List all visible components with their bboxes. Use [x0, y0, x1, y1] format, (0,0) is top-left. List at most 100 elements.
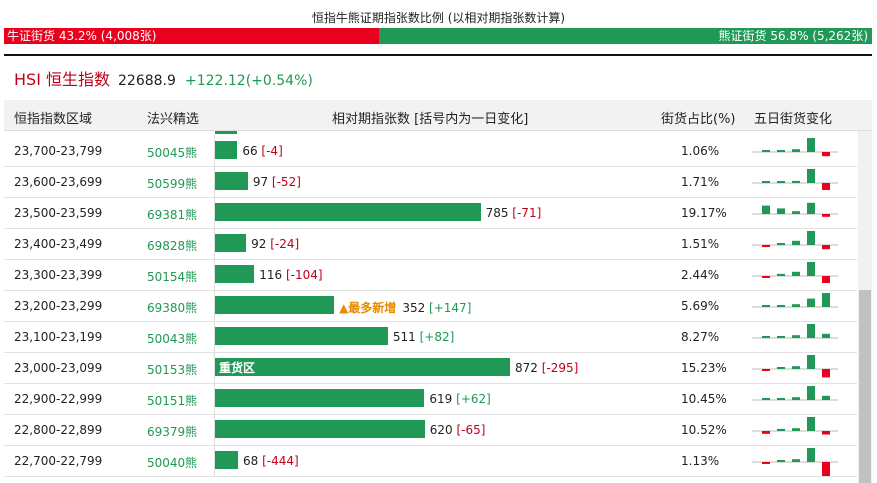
spark-bar	[792, 335, 800, 338]
contracts-bar	[215, 420, 425, 438]
daily-change: [-71]	[512, 206, 542, 220]
spark-bar	[807, 262, 815, 276]
spark-bar	[792, 240, 800, 245]
warrant-code-link[interactable]: 50599熊	[147, 177, 198, 191]
spark-bar	[792, 428, 800, 431]
table-row[interactable]: 23,600-23,699 50599熊 97 [-52] 1.71%	[4, 166, 857, 198]
table-row[interactable]: 23,500-23,599 69381熊 785 [-71] 19.17%	[4, 197, 857, 229]
share-percent: 1.13%	[681, 454, 720, 468]
share-percent: 10.52%	[681, 423, 727, 437]
contracts-bar	[215, 203, 481, 221]
contracts-value: 352	[402, 301, 426, 315]
contracts-bar	[215, 451, 238, 469]
spark-bar	[822, 183, 830, 190]
warrant-code-link[interactable]: 50045熊	[147, 146, 198, 160]
spark-bar	[792, 211, 800, 214]
five-day-change-chart	[752, 448, 838, 476]
share-percent: 1.71%	[681, 175, 720, 189]
table-row[interactable]: 22,800-22,899 69379熊 620 [-65] 10.52%	[4, 414, 857, 446]
spark-bar	[792, 271, 800, 276]
five-day-change-chart	[752, 231, 838, 250]
spark-bar	[807, 448, 815, 462]
contracts-label: 68 [-444]	[243, 454, 299, 468]
contracts-bar	[215, 296, 335, 314]
table-row[interactable]: 23,000-23,099 50153熊 重货区 872 [-295] 15.23%	[4, 352, 857, 384]
spark-bar	[822, 333, 830, 338]
table-row[interactable]: 23,700-23,799 50045熊 66 [-4] 1.06%	[4, 135, 857, 167]
spark-bar	[777, 428, 785, 431]
warrant-code-link[interactable]: 50043熊	[147, 332, 198, 346]
partial-bar	[215, 131, 237, 134]
warrant-code-link[interactable]: 69380熊	[147, 301, 198, 315]
chart-title: 恒指牛熊证期指张数比例 (以相对期指张数计算)	[311, 11, 566, 25]
zone-range: 23,700-23,799	[14, 144, 103, 158]
zone-range: 22,900-22,999	[14, 392, 103, 406]
table-row[interactable]: 23,300-23,399 50154熊 116 [-104] 2.44%	[4, 259, 857, 291]
table-header: 恒指指数区域 法兴精选 相对期指张数 [括号内为一日变化] 街货占比(%) 五日…	[4, 100, 872, 131]
column-divider	[214, 197, 215, 228]
spark-bar	[822, 276, 830, 283]
column-divider	[214, 290, 215, 321]
contracts-label: 116 [-104]	[259, 268, 322, 282]
five-day-change-chart	[752, 262, 838, 283]
table-row[interactable]: 22,700-22,799 50040熊 68 [-444] 1.13%	[4, 445, 857, 477]
zone-range: 23,600-23,699	[14, 175, 103, 189]
divider	[4, 54, 872, 56]
warrant-code-link[interactable]: 50151熊	[147, 394, 198, 408]
warrant-code-link[interactable]: 69381熊	[147, 208, 198, 222]
column-divider	[214, 321, 215, 352]
zone-range: 23,200-23,299	[14, 299, 103, 313]
heavy-zone-tag: 重货区	[219, 361, 256, 375]
table-body[interactable]: 23,700-23,799 50045熊 66 [-4] 1.06% 23,600-23…	[4, 131, 857, 483]
zone-range: 23,100-23,199	[14, 330, 103, 344]
warrant-code-link[interactable]: 69828熊	[147, 239, 198, 253]
spark-bar	[777, 460, 785, 462]
column-divider	[214, 383, 215, 414]
spark-bar	[807, 169, 815, 183]
contracts-label: 97 [-52]	[253, 175, 301, 189]
table-row[interactable]: 23,100-23,199 50043熊 511 [+82] 8.27%	[4, 321, 857, 353]
hsi-change: +122.12(+0.54%)	[185, 73, 313, 89]
spark-bar	[792, 366, 800, 369]
table-row[interactable]: 23,200-23,299 69380熊 ▲最多新增 352 [+147] 5.69%	[4, 290, 857, 322]
share-percent: 10.45%	[681, 392, 727, 406]
header-trend: 五日街货变化	[754, 112, 833, 127]
spark-bar	[792, 304, 800, 307]
spark-bar	[777, 336, 785, 338]
spark-bar	[822, 293, 830, 307]
zone-range: 23,500-23,599	[14, 206, 103, 220]
hsi-quote: HSI 恒生指数 22688.9 +122.12(+0.54%)	[14, 66, 313, 90]
spark-bar	[822, 462, 830, 476]
five-day-change-chart	[752, 324, 838, 339]
spark-bar	[822, 395, 830, 400]
warrant-code-link[interactable]: 50040熊	[147, 456, 198, 470]
share-percent: 15.23%	[681, 361, 727, 375]
zone-range: 23,300-23,399	[14, 268, 103, 282]
spark-bar	[807, 386, 815, 400]
spark-bar	[777, 273, 785, 276]
spark-bar	[777, 181, 785, 183]
header-contracts: 相对期指张数 [括号内为一日变化]	[332, 112, 529, 127]
scrollbar[interactable]	[858, 131, 872, 483]
share-percent: 8.27%	[681, 330, 720, 344]
warrant-code-link[interactable]: 50154熊	[147, 270, 198, 284]
daily-change: [+62]	[456, 392, 491, 406]
five-day-change-chart	[752, 169, 838, 190]
table-row[interactable]: 22,900-22,999 50151熊 619 [+62] 10.45%	[4, 383, 857, 415]
scrollbar-thumb[interactable]	[859, 290, 871, 483]
spark-bar	[822, 245, 830, 250]
spark-bar	[822, 214, 830, 217]
warrant-code-link[interactable]: 50153熊	[147, 363, 198, 377]
spark-bar	[762, 276, 770, 278]
contracts-value: 620	[429, 423, 453, 437]
contracts-value: 619	[429, 392, 453, 406]
five-day-change-chart	[752, 355, 838, 378]
spark-bar	[792, 397, 800, 400]
contracts-bar	[215, 172, 248, 190]
contracts-label: 620 [-65]	[430, 423, 486, 437]
warrant-code-link[interactable]: 69379熊	[147, 425, 198, 439]
table-row[interactable]: 23,400-23,499 69828熊 92 [-24] 1.51%	[4, 228, 857, 260]
spark-bar	[807, 231, 815, 245]
contracts-value: 92	[251, 237, 267, 251]
header-share: 街货占比(%)	[661, 112, 736, 127]
